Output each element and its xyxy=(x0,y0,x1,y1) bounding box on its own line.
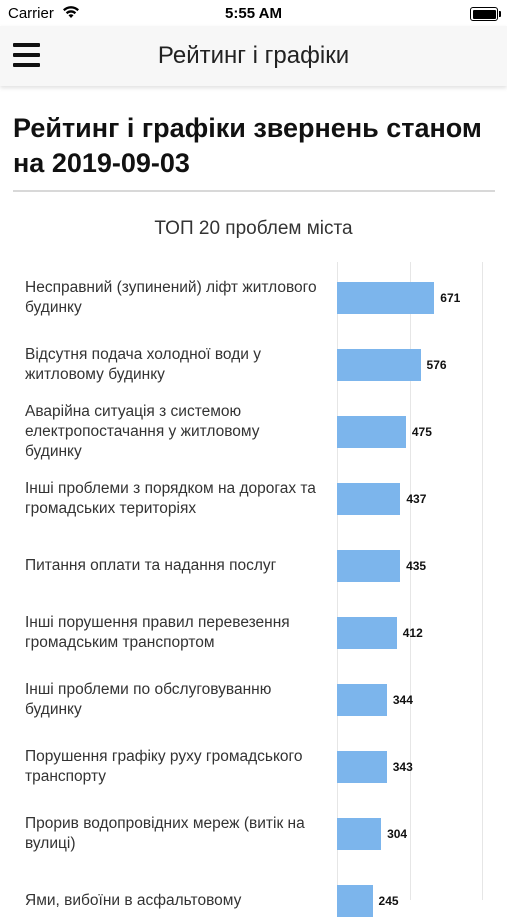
bar[interactable] xyxy=(337,482,401,515)
data-label: 343 xyxy=(392,759,413,774)
category-label: Аварійна ситуація з системою електропост… xyxy=(25,402,260,460)
category-label: Інші порушення правил перевезення громад… xyxy=(25,613,290,651)
battery-icon xyxy=(470,7,501,21)
top-problems-bar-chart: ТОП 20 проблем міста Несправний (зупинен… xyxy=(0,200,507,917)
bar[interactable] xyxy=(337,683,387,716)
bar[interactable] xyxy=(337,884,373,917)
chart-title: ТОП 20 проблем міста xyxy=(154,218,353,239)
category-label: Порушення графіку руху громадського тран… xyxy=(25,747,303,785)
category-label: Питання оплати та надання послуг xyxy=(25,556,277,574)
bar[interactable] xyxy=(337,549,401,582)
navigation-bar: Рейтинг і графіки xyxy=(0,26,507,86)
bar[interactable] xyxy=(337,817,382,850)
data-label: 344 xyxy=(392,692,413,707)
data-label: 245 xyxy=(378,893,399,908)
nav-title: Рейтинг і графіки xyxy=(157,42,350,69)
data-label: 671 xyxy=(440,290,461,305)
data-label: 435 xyxy=(406,558,427,573)
bar[interactable] xyxy=(337,348,421,381)
bar[interactable] xyxy=(337,281,435,314)
title-divider xyxy=(13,190,495,192)
category-label: Несправний (зупинений) ліфт житлового бу… xyxy=(25,278,317,316)
carrier-label: Carrier xyxy=(8,5,54,22)
bar[interactable] xyxy=(337,415,406,448)
data-label: 304 xyxy=(387,826,408,841)
category-label: Інші проблеми по обслуговуванню будинку xyxy=(25,680,272,718)
bar[interactable] xyxy=(337,750,387,783)
category-label: Інші проблеми з порядком на дорогах та г… xyxy=(25,479,316,517)
data-label: 475 xyxy=(411,424,432,439)
wifi-icon xyxy=(62,5,80,23)
data-label: 576 xyxy=(426,357,447,372)
gridline xyxy=(409,262,411,900)
clock: 5:55 AM xyxy=(225,5,282,22)
data-label: 412 xyxy=(402,625,423,640)
bar[interactable] xyxy=(337,616,397,649)
hamburger-menu-icon[interactable] xyxy=(13,43,40,67)
category-label: Ями, вибоїни в асфальтовому xyxy=(25,891,242,909)
gridline xyxy=(482,262,483,900)
page-title: Рейтинг і графіки звернень станом на 201… xyxy=(13,113,482,178)
status-bar: Carrier 5:55 AM xyxy=(0,0,507,26)
category-label: Прорив водопровідних мереж (витік на вул… xyxy=(25,814,305,852)
data-label: 437 xyxy=(406,491,427,506)
category-label: Відсутня подача холодної води у житловом… xyxy=(25,345,261,383)
